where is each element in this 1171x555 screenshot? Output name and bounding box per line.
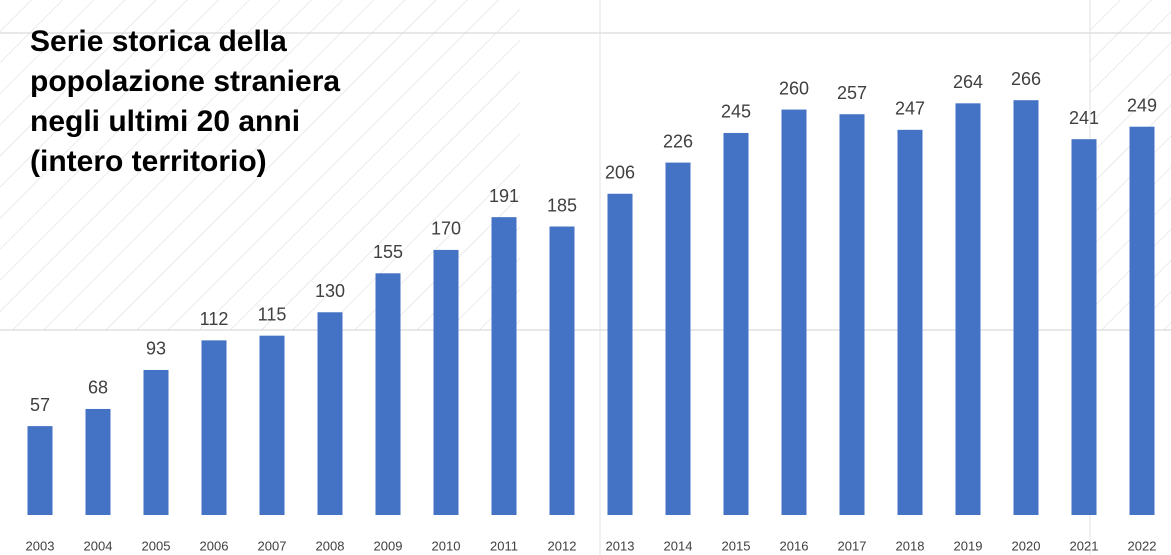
x-tick-label: 2013	[606, 538, 635, 553]
bar	[1013, 100, 1039, 516]
bar	[85, 408, 111, 515]
value-label: 185	[547, 195, 577, 215]
bar	[781, 109, 807, 515]
value-label: 130	[315, 281, 345, 301]
bar	[491, 217, 517, 516]
x-tick-label: 2014	[664, 538, 693, 553]
value-label: 191	[489, 186, 519, 206]
x-tick-label: 2019	[954, 538, 983, 553]
bar	[665, 162, 691, 516]
x-tick-label: 2016	[780, 538, 809, 553]
x-tick-label: 2011	[490, 538, 518, 553]
x-tick-label: 2021	[1070, 538, 1099, 553]
value-label: 93	[146, 339, 166, 359]
bar	[143, 369, 169, 515]
value-label: 112	[200, 309, 229, 329]
bar	[607, 193, 633, 516]
x-tick-label: 2003	[26, 538, 55, 553]
value-label: 115	[258, 304, 287, 324]
bar	[839, 114, 865, 515]
bar	[433, 249, 459, 515]
x-tick-label: 2009	[374, 538, 403, 553]
value-label: 68	[88, 378, 108, 398]
bar	[375, 273, 401, 515]
value-label: 264	[953, 72, 983, 92]
value-label: 260	[779, 78, 809, 98]
bar	[897, 129, 923, 515]
x-tick-label: 2022	[1128, 538, 1157, 553]
bar	[317, 312, 343, 515]
value-label: 226	[663, 131, 693, 151]
value-label: 241	[1069, 108, 1099, 128]
x-tick-label: 2018	[896, 538, 925, 553]
value-label: 155	[373, 242, 403, 262]
x-tick-label: 2006	[200, 538, 229, 553]
background-hatch	[0, 0, 520, 330]
bar	[259, 335, 285, 515]
value-label: 57	[30, 395, 50, 415]
x-tick-label: 2015	[722, 538, 751, 553]
x-tick-label: 2020	[1012, 538, 1041, 553]
bar	[1071, 139, 1097, 516]
x-tick-label: 2010	[432, 538, 461, 553]
x-tick-label: 2017	[838, 538, 867, 553]
value-label: 245	[721, 102, 751, 122]
bar	[1129, 126, 1155, 515]
bar	[549, 226, 575, 515]
x-tick-label: 2005	[142, 538, 171, 553]
value-label: 247	[895, 99, 925, 119]
value-label: 266	[1011, 69, 1041, 89]
value-label: 206	[605, 163, 635, 183]
chart-title: Serie storica della popolazione stranier…	[30, 25, 341, 178]
bar	[955, 103, 981, 515]
x-tick-label: 2007	[258, 538, 287, 553]
x-tick-label: 2004	[84, 538, 113, 553]
x-tick-label: 2012	[548, 538, 577, 553]
bar	[27, 426, 53, 515]
value-label: 249	[1127, 95, 1157, 115]
x-tick-label: 2008	[316, 538, 345, 553]
bar	[723, 132, 749, 515]
value-label: 170	[431, 219, 461, 239]
bar	[201, 340, 227, 515]
value-label: 257	[837, 83, 867, 103]
